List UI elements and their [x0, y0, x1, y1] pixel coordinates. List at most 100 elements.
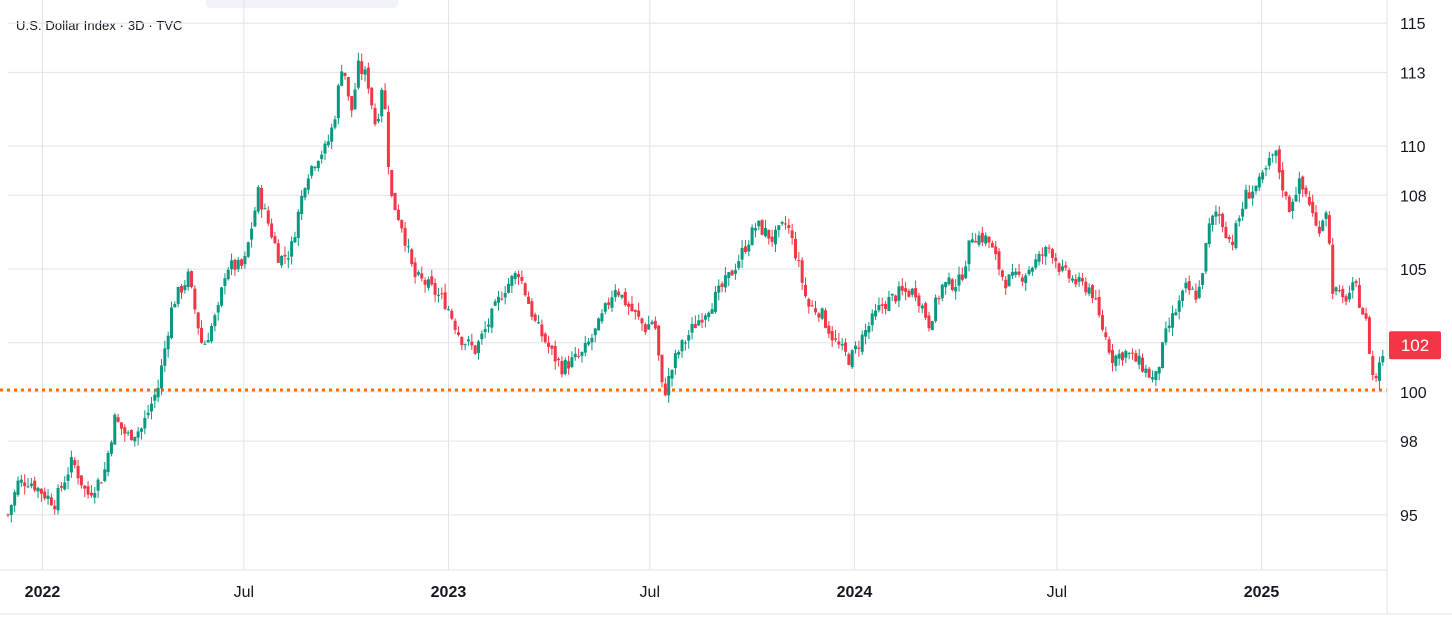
candle-body [850, 350, 854, 368]
candle-body [183, 285, 187, 291]
candle-body [1181, 290, 1185, 302]
candle-body [250, 228, 254, 240]
candle-body [583, 342, 587, 353]
candle-down [730, 269, 734, 276]
candle-up [877, 297, 881, 313]
candle-down [623, 288, 627, 307]
candle-body [360, 61, 364, 75]
candle-body [29, 483, 33, 486]
candle-body [1154, 371, 1158, 380]
candle-up [296, 209, 300, 247]
candle-down [1074, 274, 1078, 288]
candle-body [153, 394, 157, 401]
candle-up [286, 250, 290, 269]
candle-body [1324, 212, 1328, 219]
candle-up [620, 294, 624, 300]
candle-body [436, 294, 440, 297]
candle-body [69, 457, 73, 473]
candle-up [1267, 151, 1271, 170]
candle-down [653, 316, 657, 330]
candle-body [106, 452, 110, 473]
candle-body [220, 287, 224, 306]
x-tick-label: Jul [640, 584, 660, 601]
candle-body [767, 229, 771, 239]
candle-body [660, 354, 664, 383]
candle-body [1317, 226, 1321, 234]
candle-down [350, 95, 354, 118]
candle-body [687, 335, 691, 341]
candle-down [1371, 350, 1375, 381]
candle-body [176, 287, 180, 304]
candle-body [824, 310, 828, 328]
candle-body [343, 72, 347, 76]
candle-up [503, 286, 507, 305]
candle-up [957, 266, 961, 292]
candle-body [1050, 249, 1054, 258]
candle-body [844, 342, 848, 352]
candle-body [470, 341, 474, 346]
candle-body [253, 210, 257, 227]
candle-up [1254, 185, 1258, 195]
candle-body [967, 240, 971, 265]
candle-up [650, 319, 654, 326]
candle-down [880, 297, 884, 314]
candle-body [1297, 178, 1301, 194]
top-toolbar-tab[interactable] [206, 0, 398, 8]
candle-up [1181, 289, 1185, 308]
candle-body [834, 338, 838, 340]
candle-down [430, 269, 434, 287]
candle-up [1024, 273, 1028, 291]
candle-down [837, 332, 841, 349]
candle-up [1197, 280, 1201, 300]
candle-body [924, 303, 928, 318]
candle-body [667, 375, 671, 396]
candle-up [940, 283, 944, 302]
candle-body [703, 315, 707, 320]
candle-down [547, 335, 551, 354]
candle-body [944, 282, 948, 288]
candle-up [106, 450, 110, 477]
candle-body [1017, 271, 1021, 275]
candle-up [1377, 356, 1381, 390]
candle-down [1337, 284, 1341, 293]
candle-down [767, 229, 771, 245]
candle-body [1301, 176, 1305, 190]
candle-down [390, 169, 394, 198]
candle-body [410, 249, 414, 264]
candle-body [977, 235, 981, 245]
candle-body [600, 313, 604, 322]
candle-down [360, 53, 364, 81]
candle-up [1211, 214, 1215, 232]
candle-body [139, 428, 143, 432]
candle-body [233, 259, 237, 270]
candle-up [126, 430, 130, 437]
candle-body [657, 325, 661, 356]
candle-up [1044, 245, 1048, 266]
candle-body [6, 514, 10, 516]
candle-body [460, 336, 464, 346]
candle-down [343, 72, 347, 80]
candle-up [1174, 308, 1178, 316]
candle-body [483, 328, 487, 333]
candle-up [220, 286, 224, 308]
candle-body [757, 220, 761, 227]
candle-body [9, 505, 13, 515]
candle-body [753, 228, 757, 231]
candle-body [273, 236, 277, 244]
candle-down [119, 422, 123, 436]
candle-body [1164, 328, 1168, 343]
candle-body [119, 422, 123, 429]
candle-body [837, 341, 841, 345]
candle-down [1064, 261, 1068, 271]
candle-up [466, 335, 470, 346]
candle-body [643, 324, 647, 333]
candle-down [907, 288, 911, 298]
candle-body [1264, 168, 1268, 170]
candle-up [290, 236, 294, 265]
candle-body [1010, 271, 1014, 276]
x-tick-label: 2025 [1244, 584, 1280, 601]
candle-up [1034, 254, 1038, 270]
candle-down [817, 312, 821, 322]
